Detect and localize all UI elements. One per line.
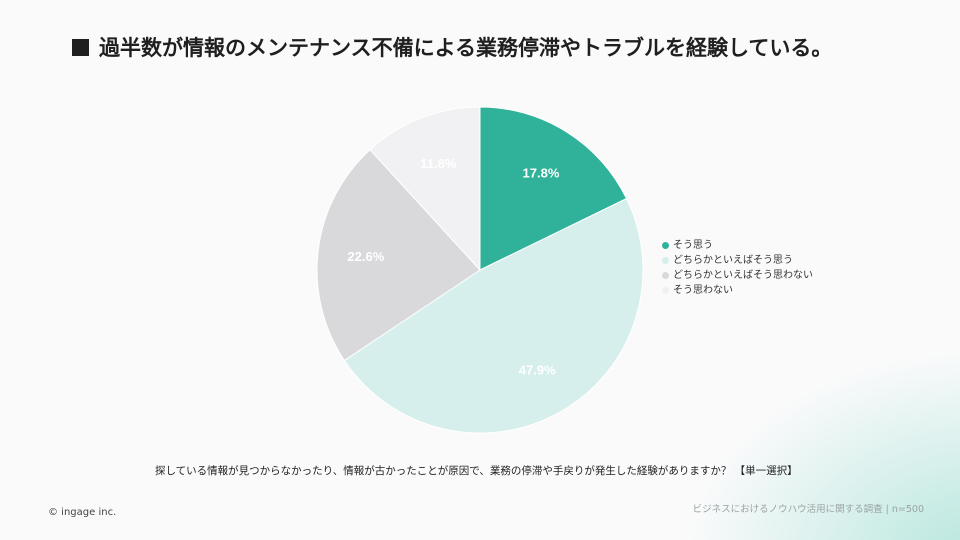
legend-dot-icon: [662, 272, 669, 279]
legend-label: そう思う: [673, 240, 713, 251]
title-text: 過半数が情報のメンテナンス不備による業務停滞やトラブルを経験している。: [99, 36, 833, 60]
pie-slice-3: [369, 106, 481, 272]
pie-label-0: 17.8%: [523, 165, 560, 180]
legend-label: そう思わない: [673, 285, 733, 296]
legend-label: どちらかといえばそう思わない: [673, 270, 813, 281]
legend-label: どちらかといえばそう思う: [673, 255, 793, 266]
pie-label-1: 47.9%: [519, 363, 556, 378]
pie-label-3: 11.8%: [420, 156, 457, 171]
pie-slice-1: [343, 197, 644, 434]
legend-dot-icon: [662, 287, 669, 294]
pie-slice-0: [479, 106, 628, 271]
pie-label-2: 22.6%: [347, 249, 384, 264]
copyright: © ingage inc.: [48, 507, 117, 518]
legend-dot-icon: [662, 257, 669, 264]
chart-legend: そう思うどちらかといえばそう思うどちらかといえばそう思わない そう思わない: [662, 238, 813, 298]
legend-item-0: そう思う: [662, 238, 813, 253]
page-title: 過半数が情報のメンテナンス不備による業務停滞やトラブルを経験している。: [72, 32, 932, 62]
legend-item-1: どちらかといえばそう思う: [662, 253, 813, 268]
legend-item-3: そう思わない: [662, 283, 813, 298]
survey-note: ビジネスにおけるノウハウ活用に関する調査 | n=500: [692, 504, 924, 515]
legend-item-2: どちらかといえばそう思わない: [662, 268, 813, 283]
survey-question: 探している情報が見つからなかったり、情報が古かったことが原因で、業務の停滞や手戻…: [155, 465, 798, 477]
title-square-icon: [72, 38, 89, 56]
legend-dot-icon: [662, 242, 669, 249]
pie-slice-2: [316, 148, 481, 362]
